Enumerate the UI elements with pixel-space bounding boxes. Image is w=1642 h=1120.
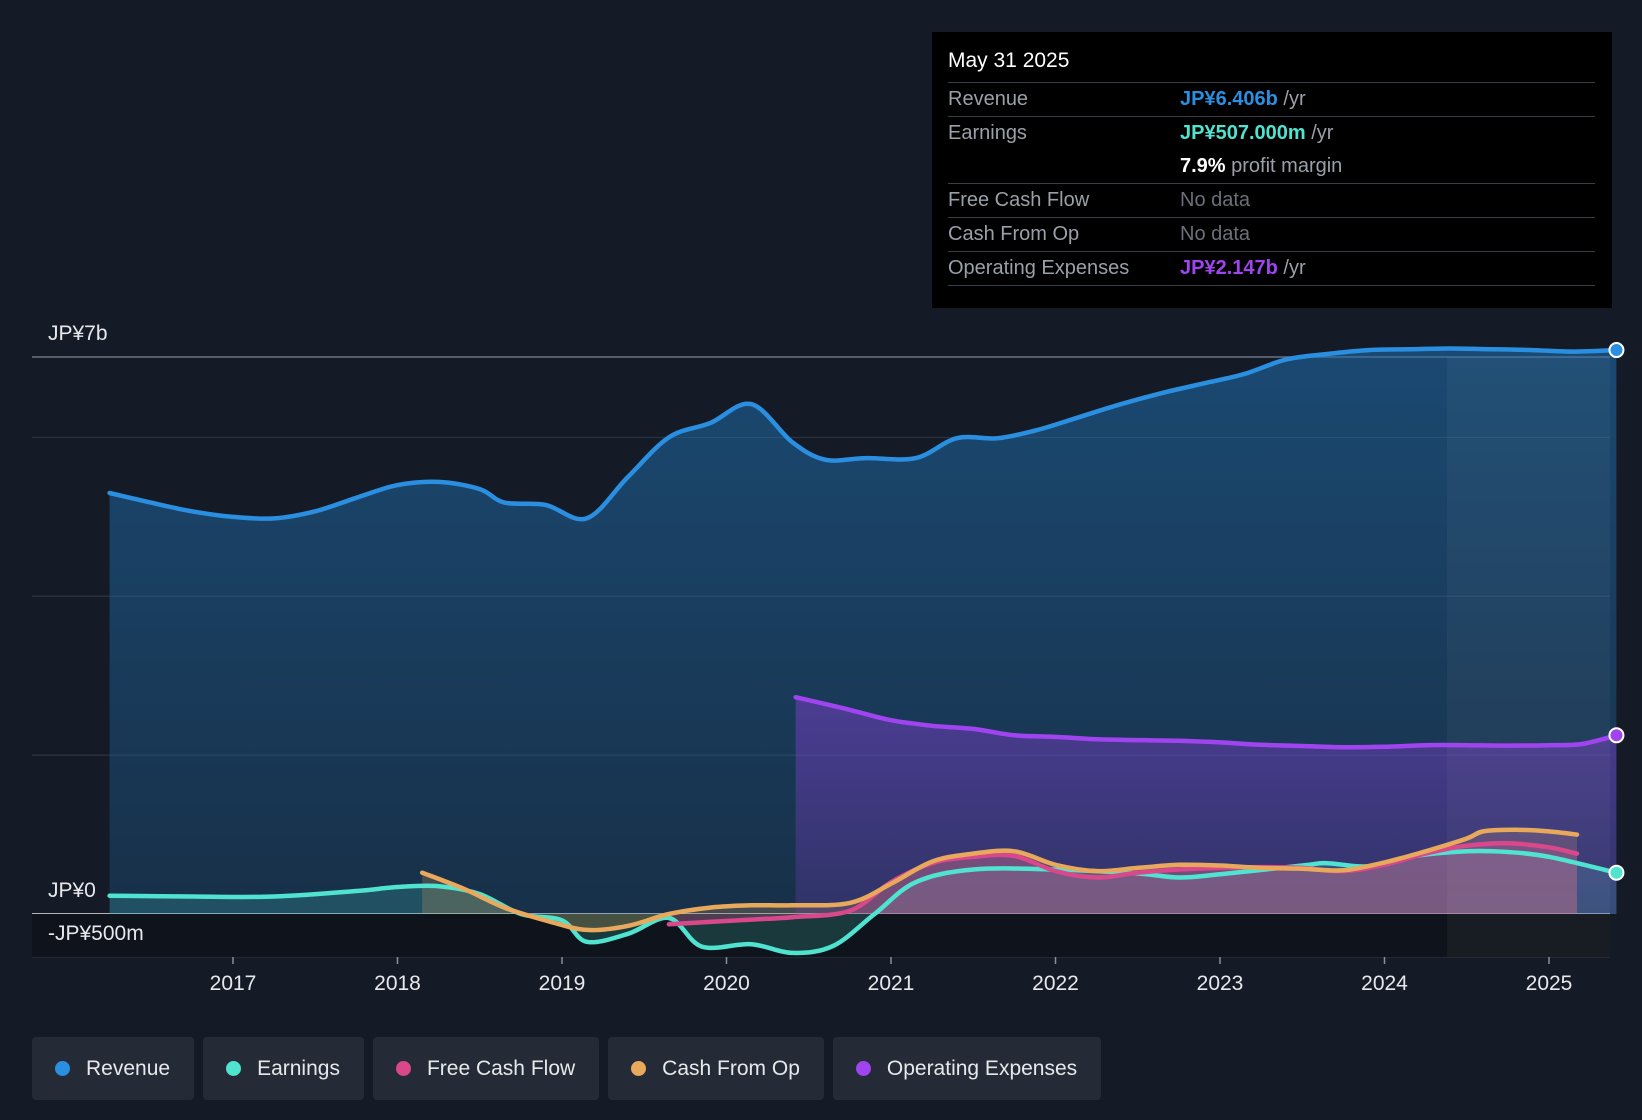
legend-item-operating-expenses[interactable]: Operating Expenses — [832, 1037, 1102, 1100]
tooltip-row-value: JP¥6.406b /yr — [1180, 88, 1306, 110]
x-tick-label: 2023 — [1197, 972, 1244, 995]
tooltip-row: Revenue JP¥6.406b /yr — [948, 82, 1595, 116]
tooltip-row-value: JP¥507.000m /yr — [1180, 122, 1334, 144]
x-axis-ticks: 2017 2018 2019 2020 2021 2022 2023 2024 2025 — [210, 957, 1573, 995]
x-tick-label: 2021 — [868, 972, 915, 995]
legend-label: Earnings — [257, 1056, 340, 1080]
tooltip-row-value: No data — [1180, 223, 1251, 245]
tooltip-row: Operating Expenses JP¥2.147b /yr — [948, 251, 1595, 285]
legend-dot-icon — [226, 1061, 242, 1076]
x-tick-label: 2017 — [210, 972, 257, 995]
tooltip-row: Free Cash Flow No data — [948, 183, 1595, 217]
end-markers — [1608, 342, 1625, 881]
tooltip-row-label: Free Cash Flow — [948, 189, 1090, 211]
legend-label: Revenue — [86, 1056, 171, 1080]
forecast-band — [1447, 357, 1610, 957]
legend-label: Cash From Op — [662, 1056, 800, 1080]
legend-item-revenue[interactable]: Revenue — [32, 1037, 195, 1100]
y-label-bottom: -JP¥500m — [48, 922, 144, 945]
operating-expenses-end-marker — [1608, 727, 1625, 744]
legend-dot-icon — [631, 1061, 647, 1076]
tooltip-row-label: Operating Expenses — [948, 257, 1130, 279]
tooltip-row-label: Revenue — [948, 88, 1029, 110]
x-tick-label: 2020 — [703, 972, 750, 995]
tooltip-row: Earnings JP¥507.000m /yr — [948, 116, 1595, 150]
series-lines — [107, 346, 1619, 956]
tooltip-rows: Revenue JP¥6.406b /yr Earnings JP¥507.000m … — [948, 82, 1596, 286]
tooltip-row-value: 7.9% profit margin — [1180, 155, 1343, 177]
legend-item-free-cash-flow[interactable]: Free Cash Flow — [372, 1037, 600, 1100]
legend-item-earnings[interactable]: Earnings — [203, 1037, 364, 1100]
tooltip-row: 7.9% profit margin — [948, 150, 1595, 183]
hover-tooltip: May 31 2025 Revenue JP¥6.406b /yr Earnings… — [932, 32, 1612, 308]
x-tick-label: 2024 — [1361, 972, 1408, 995]
earnings-end-marker — [1608, 864, 1625, 881]
chart: JP¥7b JP¥0 -JP¥500m 2017 2018 2019 2020 2021… — [32, 322, 1625, 995]
tooltip-row-label: Cash From Op — [948, 223, 1080, 245]
legend: Revenue Earnings Free Cash Flow Cash From O… — [32, 1037, 1102, 1100]
y-axis-labels: JP¥7b JP¥0 -JP¥500m — [48, 322, 144, 945]
legend-label: Free Cash Flow — [426, 1056, 576, 1080]
legend-label: Operating Expenses — [886, 1056, 1078, 1080]
tooltip-row-value: JP¥2.147b /yr — [1180, 257, 1306, 279]
legend-dot-icon — [395, 1061, 411, 1076]
legend-item-cash-from-op[interactable]: Cash From Op — [608, 1037, 824, 1100]
cash-from-op-line — [419, 827, 1580, 933]
x-tick-label: 2019 — [539, 972, 586, 995]
x-tick-label: 2018 — [374, 972, 421, 995]
tooltip-row-label: Earnings — [948, 122, 1027, 144]
tooltip-row-value: No data — [1180, 189, 1251, 211]
legend-dot-icon — [55, 1061, 70, 1076]
x-tick-label: 2025 — [1526, 972, 1573, 995]
tooltip-date: May 31 2025 — [948, 49, 1070, 72]
legend-dot-icon — [855, 1061, 871, 1076]
y-label-top: JP¥7b — [48, 322, 108, 345]
revenue-end-marker — [1608, 342, 1625, 359]
free-cash-flow-line — [666, 840, 1580, 927]
tooltip-row: Cash From Op No data — [948, 217, 1595, 251]
revenue-line — [107, 346, 1619, 522]
tooltip-row-label — [948, 150, 1180, 183]
operating-expenses-line — [793, 694, 1619, 750]
y-label-zero: JP¥0 — [48, 879, 96, 902]
x-tick-label: 2022 — [1032, 972, 1079, 995]
tooltip-divider — [948, 285, 1595, 286]
